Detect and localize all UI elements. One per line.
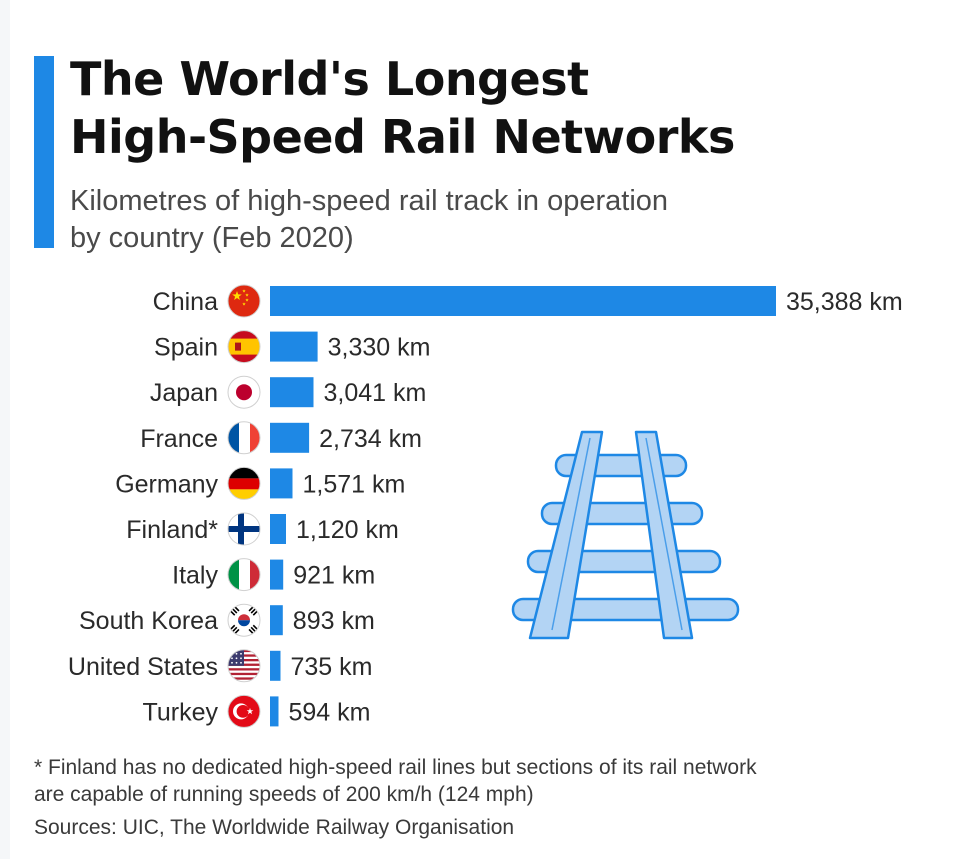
category-label-finland: Finland* [126,516,218,544]
title-accent-bar [34,56,54,248]
category-label-china: China [153,288,218,316]
japan-flag-icon [227,375,261,409]
value-label-china: 35,388 km [786,288,903,316]
south-korea-flag-icon [227,603,261,637]
turkey-flag-icon [227,694,261,728]
bar-germany [270,468,293,499]
value-label-spain: 3,330 km [328,334,431,362]
bar-france [270,422,310,453]
china-flag-icon [227,284,261,318]
bar-united-states [270,650,281,681]
bar-japan [270,377,314,408]
category-label-united-states: United States [68,653,218,681]
value-label-united-states: 735 km [291,653,373,681]
category-label-turkey: Turkey [143,698,219,726]
finland-flag-icon [227,512,261,546]
chart-subtitle: Kilometres of high-speed rail track in o… [70,185,669,254]
bar-china [270,286,776,316]
chart-title: The World's Longest High-Speed Rail Netw… [70,52,735,164]
bar-turkey [270,696,279,727]
footnote: * Finland has no dedicated high-speed ra… [34,756,757,806]
value-label-turkey: 594 km [289,698,371,726]
category-label-germany: Germany [115,470,218,498]
france-flag-icon [227,421,261,455]
value-label-finland: 1,120 km [296,516,399,544]
value-label-japan: 3,041 km [324,379,427,407]
rail-tracks-icon [511,430,740,640]
united-states-flag-icon [227,649,261,683]
bar-italy [270,559,284,590]
category-label-spain: Spain [154,334,218,362]
category-label-japan: Japan [150,379,218,407]
sources: Sources: UIC, The Worldwide Railway Orga… [34,816,515,839]
category-label-south-korea: South Korea [79,607,218,635]
bar-spain [270,331,318,362]
category-label-france: France [140,425,218,453]
germany-flag-icon [227,466,261,500]
value-label-south-korea: 893 km [293,607,375,635]
value-label-germany: 1,571 km [303,470,406,498]
spain-flag-icon [227,330,261,364]
category-label-italy: Italy [172,562,218,590]
value-label-italy: 921 km [293,562,375,590]
value-label-france: 2,734 km [319,425,422,453]
bar-finland [270,514,286,544]
italy-flag-icon [227,558,261,592]
bar-south-korea [270,605,283,636]
infographic-card [10,0,961,859]
